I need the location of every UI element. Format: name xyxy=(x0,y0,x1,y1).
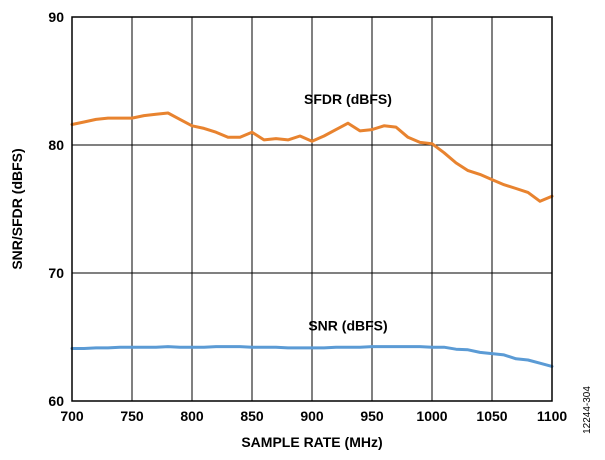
x-tick-label-800: 800 xyxy=(180,408,204,424)
x-tick-label-1100: 1100 xyxy=(537,408,568,424)
x-axis-title: SAMPLE RATE (MHz) xyxy=(241,434,382,450)
y-tick-label-60: 60 xyxy=(48,393,64,409)
series-line-0 xyxy=(70,111,554,203)
x-tick-label-900: 900 xyxy=(300,408,324,424)
x-tick-label-750: 750 xyxy=(120,408,144,424)
y-tick-labels: 60 70 80 90 xyxy=(48,9,64,409)
y-axis-title: SNR/SFDR (dBFS) xyxy=(9,148,25,269)
x-tick-label-1000: 1000 xyxy=(416,408,447,424)
figure-id: 12244-304 xyxy=(582,386,593,434)
plot-frame xyxy=(71,16,553,402)
y-tick-label-70: 70 xyxy=(48,265,64,281)
annotations: SFDR (dBFS) SNR (dBFS) xyxy=(304,91,392,334)
x-tick-label-850: 850 xyxy=(240,408,264,424)
grid xyxy=(72,17,552,401)
x-tick-label-1050: 1050 xyxy=(476,408,507,424)
series-label-1: SNR (dBFS) xyxy=(308,318,387,334)
x-tick-label-950: 950 xyxy=(360,408,384,424)
series-line-1 xyxy=(70,345,554,368)
series-label-0: SFDR (dBFS) xyxy=(304,91,392,107)
y-tick-label-90: 90 xyxy=(48,9,64,25)
x-tick-label-700: 700 xyxy=(60,408,84,424)
x-tick-labels: 700 750 800 850 900 950 1000 1050 1100 xyxy=(60,408,567,424)
series-group xyxy=(70,111,554,368)
y-tick-label-80: 80 xyxy=(48,137,64,153)
